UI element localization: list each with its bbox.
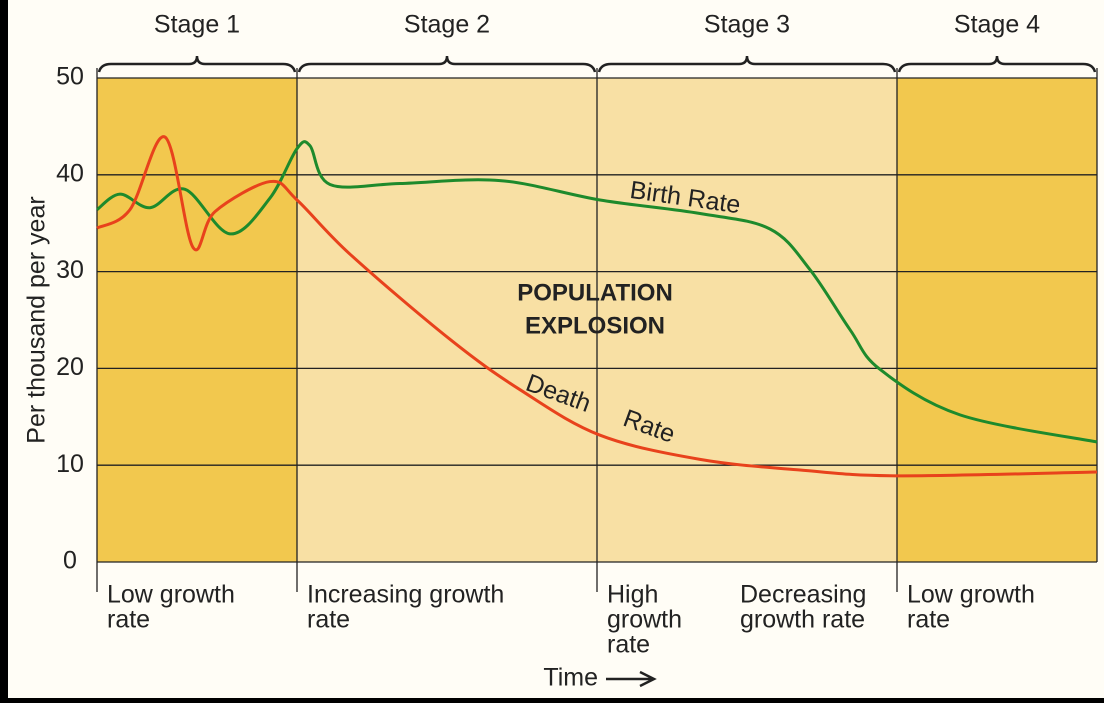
y-tick-label: 0 (63, 547, 77, 575)
stage-band (597, 78, 897, 562)
stage-band (897, 78, 1097, 562)
stage-note: growth rate (740, 606, 865, 634)
y-tick-label: 50 (56, 63, 84, 91)
stage-label: Stage 2 (404, 11, 490, 39)
stage-band (97, 78, 297, 562)
y-tick-label: 40 (56, 159, 84, 187)
y-tick-label: 10 (56, 450, 84, 478)
stage-note: Increasing growth (307, 581, 504, 609)
stage-note: rate (907, 606, 950, 634)
y-tick-label: 30 (56, 256, 84, 284)
stage-note: High (607, 581, 658, 609)
stage-label: Stage 1 (154, 11, 240, 39)
series-line (96, 135, 1098, 478)
stage-label: Stage 4 (954, 11, 1040, 39)
stage-note: Low growth (107, 581, 235, 609)
stage-note: Decreasing (740, 581, 866, 609)
annotation: EXPLOSION (525, 312, 665, 339)
y-tick-label: 20 (56, 353, 84, 381)
stage-label: Stage 3 (704, 11, 790, 39)
stage-brace (597, 55, 897, 73)
stage-brace (897, 55, 1097, 73)
stage-note: Low growth (907, 581, 1035, 609)
time-arrow (606, 670, 657, 688)
annotation: POPULATION (517, 279, 673, 306)
y-axis-label: Per thousand per year (23, 196, 51, 443)
stage-note: rate (607, 631, 650, 659)
stage-note: growth (607, 606, 682, 634)
x-axis-label: Time (543, 664, 598, 692)
stage-band (297, 78, 597, 562)
stage-brace (297, 55, 597, 73)
stage-brace (97, 55, 297, 73)
series-line (96, 140, 1098, 444)
stage-note: rate (307, 606, 350, 634)
stage-note: rate (107, 606, 150, 634)
